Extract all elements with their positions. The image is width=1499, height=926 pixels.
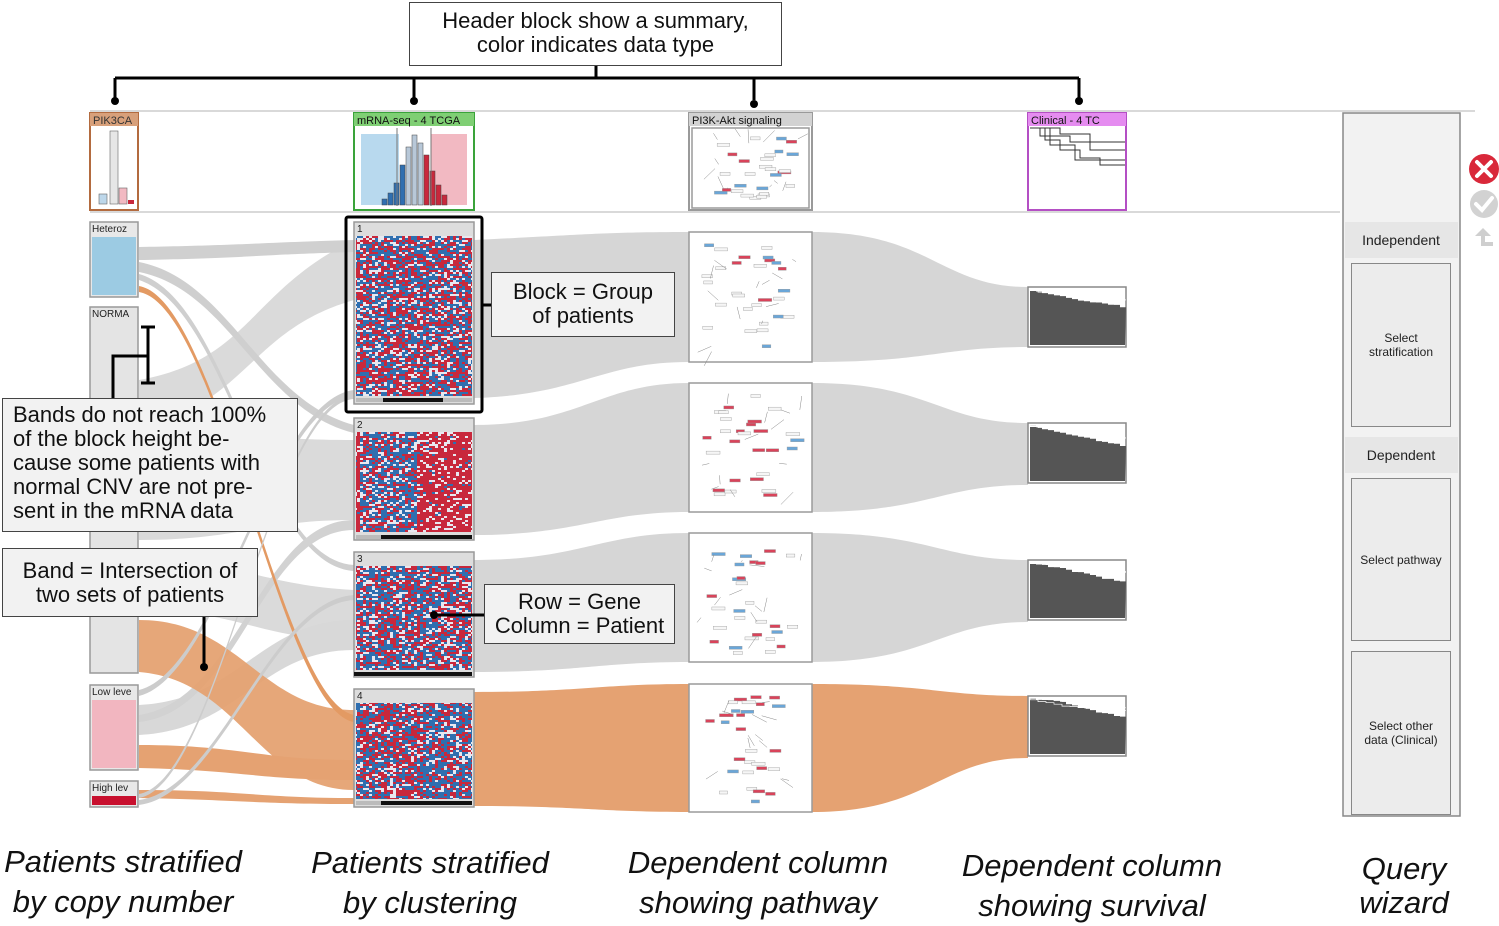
caption-pathway: Dependent column showing pathway [618,843,898,923]
caption-copy-number-line-2: by copy number [0,882,246,922]
heteroz-fill [92,237,136,295]
export-icon[interactable] [1471,224,1495,250]
pathway-block-1[interactable] [689,232,812,366]
mrna-histogram-bar [406,147,411,205]
caption-survival-line-2: showing survival [952,886,1232,926]
wizard-independent-title: Independent [1343,232,1459,248]
mrna-histogram-bar [442,195,447,205]
caption-survival-line-1: Dependent column [952,846,1232,886]
mrna-histogram-bar [424,155,429,205]
bands-callout: Bands do not reach 100% of the block hei… [2,398,298,532]
pathway-thumbnail-header [692,128,809,208]
survival-block-3[interactable] [1028,560,1126,620]
pathway-to-survival-bands [812,232,1028,812]
mrna-header-label: mRNA-seq - 4 TCGA [355,114,475,128]
block-callout-line-2: of patients [498,304,668,328]
caption-query-wizard-line-2: wizard [1340,886,1468,920]
caption-copy-number-line-1: Patients stratified [0,842,246,882]
caption-clustering: Patients stratified by clustering [304,843,556,923]
select-other-data-button[interactable]: Select other data (Clinical) [1351,651,1451,815]
heatmap-1 [356,236,472,396]
survival-blocks [1028,287,1126,756]
heatmap-3 [356,566,472,670]
survival-block-2[interactable] [1028,423,1126,483]
row-column-callout: Row = Gene Column = Patient [484,584,675,644]
pathway-block-2[interactable] [689,383,812,512]
band-c2-pathway [474,383,689,535]
select-stratification-button[interactable]: Select stratification [1351,263,1451,427]
survival-block-4[interactable] [1028,696,1126,756]
band-callout-line-1: Band = Intersection of [9,559,251,583]
cnv-label-heteroz: Heteroz [92,224,136,235]
mrna-histogram-bar [412,135,417,205]
band-heteroz-c1 [139,240,354,260]
caption-pathway-line-2: showing pathway [618,883,898,923]
heatmap-4 [356,703,472,799]
row-callout-line: Row = Gene [491,590,668,614]
header-callout: Header block show a summary, color indic… [409,2,782,66]
cnv-label-normal: NORMA [92,309,136,320]
select-stratification-label: Select stratification [1361,331,1441,359]
close-icon[interactable] [1467,152,1499,186]
cluster-label-1: 1 [357,224,363,235]
band-c4-pathway [474,684,689,812]
select-pathway-button[interactable]: Select pathway [1351,478,1451,641]
select-pathway-label: Select pathway [1360,553,1441,567]
cnv-label-low: Low leve [92,687,136,698]
pathway-blocks [689,232,812,812]
cnv-label-high: High lev [92,783,136,794]
band-pathway-survival-1 [812,232,1028,362]
survival-block-1[interactable] [1028,287,1126,347]
pik3ca-header-label: PIK3CA [91,114,139,128]
pathway-header-label: PI3K-Akt signaling [690,114,814,128]
column-callout-line: Column = Patient [491,614,668,638]
pathway-block-4[interactable] [689,684,812,812]
caption-clustering-line-2: by clustering [304,883,556,923]
caption-copy-number: Patients stratified by copy number [0,842,246,922]
clinical-header-label: Clinical - 4 TC [1029,114,1128,128]
band-pathway-survival-3 [812,533,1028,662]
block-callout: Block = Group of patients [491,272,675,337]
band-callout-line-2: two sets of patients [9,583,251,607]
high-fill [92,796,136,805]
caption-survival: Dependent column showing survival [952,846,1232,926]
block-callout-line-1: Block = Group [498,280,668,304]
caption-query-wizard: Query wizard [1340,852,1468,920]
pathway-block-3[interactable] [689,533,812,662]
header-callout-bracket [115,66,1079,100]
select-other-data-label: Select other data (Clinical) [1356,719,1446,747]
check-icon[interactable] [1467,188,1499,220]
wizard-dependent-title: Dependent [1343,447,1459,463]
caption-clustering-line-1: Patients stratified [304,843,556,883]
caption-pathway-line-1: Dependent column [618,843,898,883]
mrna-histogram-bar [388,193,393,205]
bands-callout-text: Bands do not reach 100% of the block hei… [13,402,266,523]
band-orange-high-c4 [139,790,354,804]
heatmap-2 [356,432,472,532]
cluster-label-2: 2 [357,420,363,431]
mrna-histogram-bar [400,165,405,205]
header-callout-text: Header block show a summary, color indic… [442,8,749,57]
band-pathway-survival-2 [812,383,1028,512]
cluster-label-4: 4 [357,691,363,702]
mrna-histogram-bar [418,143,423,205]
mrna-histogram-bar [382,199,387,205]
caption-query-wizard-line-1: Query [1340,852,1468,886]
band-pathway-survival-4 [812,684,1028,812]
cluster-label-3: 3 [357,554,363,565]
low-fill [92,700,136,768]
band-callout: Band = Intersection of two sets of patie… [2,548,258,617]
mrna-histogram-bar [436,185,441,205]
